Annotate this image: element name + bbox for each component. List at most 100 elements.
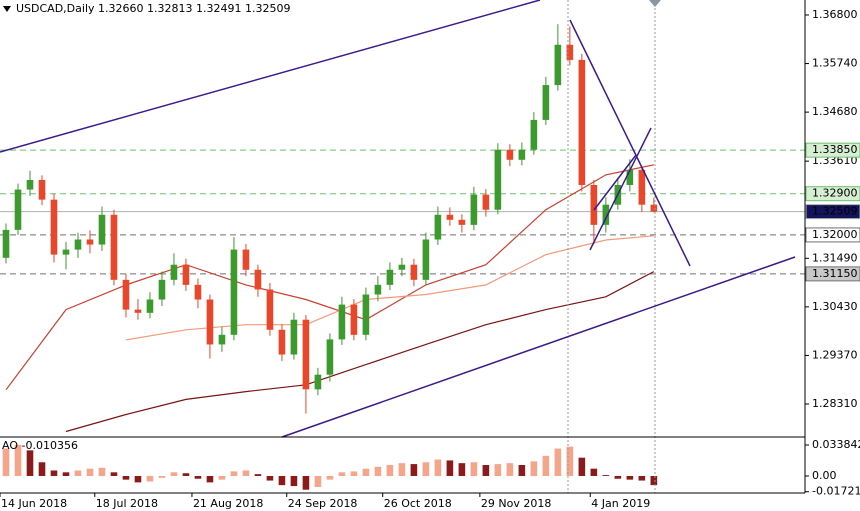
indicator-bar bbox=[158, 475, 166, 478]
indicator-bar bbox=[638, 475, 646, 481]
indicator-bar bbox=[554, 448, 562, 476]
y-tick-label: 1.28310 bbox=[812, 397, 858, 410]
x-tick-label: 29 Nov 2018 bbox=[481, 497, 551, 510]
indicator-bar bbox=[530, 461, 538, 476]
indicator-bar bbox=[314, 475, 322, 487]
indicator-bar bbox=[290, 475, 298, 487]
candle-body bbox=[422, 239, 430, 280]
candle-body bbox=[206, 299, 214, 345]
shift-marker bbox=[649, 0, 661, 7]
chart-title: USDCAD,Daily 1.32660 1.32813 1.32491 1.3… bbox=[16, 2, 290, 15]
candle-body bbox=[494, 149, 502, 210]
symbol-menu-arrow[interactable] bbox=[3, 6, 11, 12]
candle-body bbox=[50, 199, 58, 255]
indicator-bar bbox=[434, 459, 442, 476]
indicator-bar bbox=[170, 472, 178, 476]
indicator-bar bbox=[470, 462, 478, 476]
indicator-bar bbox=[110, 472, 118, 476]
price-level-label: 1.33850 bbox=[812, 143, 858, 156]
candle-body bbox=[182, 264, 190, 285]
indicator-tick-label: -0.01721 bbox=[812, 485, 860, 498]
indicator-tick-label: 0.00 bbox=[812, 469, 837, 482]
trend-line bbox=[569, 19, 691, 267]
indicator-bar bbox=[614, 475, 622, 479]
indicator-bar bbox=[506, 463, 514, 476]
indicator-bar bbox=[326, 475, 334, 480]
candle-body bbox=[386, 269, 394, 285]
trend-line bbox=[589, 127, 652, 251]
indicator-bar bbox=[218, 475, 226, 480]
candle-body bbox=[650, 204, 658, 212]
candle-body bbox=[194, 284, 202, 300]
candle-body bbox=[578, 59, 586, 185]
candle-body bbox=[146, 299, 154, 313]
indicator-bar bbox=[626, 475, 634, 480]
indicator-bar bbox=[350, 471, 358, 476]
y-tick-label: 1.29370 bbox=[812, 348, 858, 361]
indicator-bar bbox=[278, 475, 286, 486]
price-level-label-box bbox=[805, 186, 860, 202]
indicator-bar bbox=[182, 473, 190, 476]
indicator-tick-label: 0.033842 bbox=[812, 438, 860, 451]
moving-average-line bbox=[125, 235, 654, 341]
candle-body bbox=[602, 204, 610, 225]
candle-body bbox=[302, 319, 310, 390]
x-tick-label: 24 Sep 2018 bbox=[288, 497, 358, 510]
indicator-bar bbox=[2, 448, 10, 476]
indicator-bar bbox=[398, 463, 406, 476]
candle-body bbox=[314, 374, 322, 390]
candle-body bbox=[134, 309, 142, 313]
candle-body bbox=[338, 304, 346, 340]
price-level-label-box bbox=[805, 227, 860, 243]
price-level-label: 1.32900 bbox=[812, 187, 858, 200]
indicator-bar bbox=[410, 464, 418, 476]
candle-body bbox=[362, 294, 370, 335]
indicator-bar bbox=[206, 475, 214, 483]
candle-body bbox=[470, 194, 478, 225]
candle-body bbox=[506, 149, 514, 160]
candle-body bbox=[266, 289, 274, 330]
y-tick-label: 1.35740 bbox=[812, 57, 858, 70]
indicator-bar bbox=[494, 464, 502, 476]
candle-body bbox=[158, 279, 166, 300]
candle-body bbox=[98, 214, 106, 245]
candle-body bbox=[446, 214, 454, 220]
candle-body bbox=[458, 219, 466, 225]
indicator-bar bbox=[650, 475, 658, 486]
indicator-bar bbox=[86, 468, 94, 476]
moving-average-line bbox=[5, 164, 654, 391]
candle-body bbox=[374, 284, 382, 295]
candle-body bbox=[38, 179, 46, 200]
x-tick-label: 4 Jan 2019 bbox=[591, 497, 650, 510]
candle-body bbox=[218, 334, 226, 345]
indicator-bar bbox=[74, 470, 82, 476]
candle-body bbox=[290, 319, 298, 355]
candle-body bbox=[482, 194, 490, 210]
indicator-bar bbox=[98, 467, 106, 476]
indicator-bar bbox=[14, 444, 22, 476]
price-level-label-box bbox=[805, 204, 860, 220]
indicator-bar bbox=[254, 474, 262, 476]
candle-body bbox=[86, 239, 94, 245]
indicator-bar bbox=[194, 475, 202, 479]
indicator-bar bbox=[362, 468, 370, 476]
indicator-bar bbox=[242, 470, 250, 476]
y-tick-label: 1.34680 bbox=[812, 105, 858, 118]
trend-line bbox=[281, 256, 796, 438]
candle-body bbox=[566, 44, 574, 60]
candle-body bbox=[170, 264, 178, 280]
price-level-label-box bbox=[805, 266, 860, 282]
candle-body bbox=[350, 304, 358, 335]
candle-body bbox=[14, 189, 22, 230]
indicator-bar bbox=[62, 472, 70, 476]
candle-body bbox=[542, 85, 550, 120]
indicator-bar bbox=[266, 475, 274, 481]
price-level-label-box bbox=[805, 142, 860, 158]
indicator-bar bbox=[374, 466, 382, 476]
candle-body bbox=[398, 264, 406, 270]
y-tick-label: 1.36800 bbox=[812, 8, 858, 21]
candle-body bbox=[230, 249, 238, 335]
candle-body bbox=[518, 149, 526, 160]
candle-body bbox=[590, 184, 598, 225]
indicator-bar bbox=[230, 471, 238, 476]
